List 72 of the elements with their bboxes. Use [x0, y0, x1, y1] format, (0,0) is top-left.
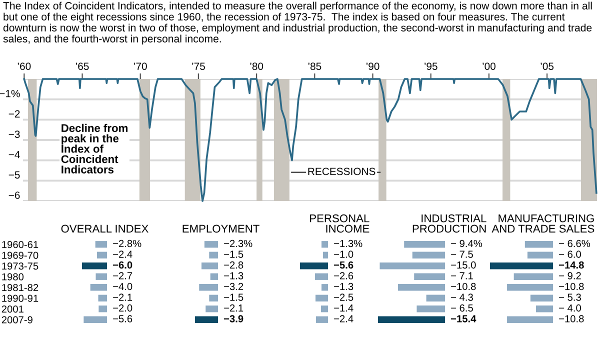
- data-label: − 6.0: [559, 250, 581, 258]
- x-tick-label: ’80: [250, 62, 264, 70]
- y-tick-label: −4: [8, 151, 20, 158]
- x-tick-label: ’60: [18, 62, 31, 70]
- y-tick-label: −2: [8, 110, 20, 118]
- x-tick-label: ’65: [76, 62, 89, 70]
- y-tick-label: 1981-82: [2, 284, 38, 292]
- data-label: −14.8: [558, 261, 584, 269]
- x-tick-label: ’00: [482, 62, 496, 70]
- data-label: −2.6: [334, 272, 354, 280]
- data-label: −1.5: [224, 294, 244, 301]
- data-label: −3.2: [224, 282, 244, 290]
- data-label: −2.0: [113, 304, 132, 312]
- data-label: −2.7: [113, 272, 132, 280]
- data-label: − 7.1: [451, 272, 473, 280]
- x-tick-label: ’75: [192, 62, 205, 70]
- data-label: − 9.4%: [451, 240, 482, 248]
- x-tick-label: ’90: [366, 62, 380, 70]
- x-tick-label: ’95: [424, 62, 438, 70]
- y-tick-label: 2001: [2, 305, 24, 313]
- y-tick-label: 1973-75: [2, 262, 38, 270]
- data-label: −10.8: [451, 282, 476, 290]
- data-label: −15.4: [450, 315, 476, 322]
- data-label: −2.1: [113, 294, 132, 301]
- data-label: −1.3: [224, 272, 244, 280]
- y-tick-label: 1960-61: [2, 240, 38, 248]
- x-tick-label: ’70: [134, 62, 147, 70]
- data-label: −2.8: [224, 261, 244, 269]
- x-tick-label: ’85: [308, 62, 322, 70]
- chart-title: EMPLOYMENT: [182, 224, 260, 233]
- x-tick-label: ’05: [540, 62, 554, 70]
- data-label: −2.4: [113, 250, 132, 258]
- chart-title: INDUSTRIAL PRODUCTION: [412, 214, 486, 233]
- annotation: Decline from peak in the Index of Coincident Indicators: [61, 124, 128, 174]
- chart-title: PERSONAL INCOME: [310, 214, 370, 233]
- data-label: − 9.2: [559, 272, 581, 280]
- data-label: −1.3: [334, 282, 354, 290]
- y-tick-label: −6: [8, 192, 20, 199]
- data-label: −1.0: [334, 250, 354, 258]
- data-label: − 4.3: [451, 294, 473, 301]
- data-label: −2.4: [334, 315, 354, 322]
- chart-title: The Index of Coincident Indicators, intended to measure the overall performance of the economy, is now down more than in all but one of the eight recessions since 1960, the recession of 1973-75. The index is based on four measures. The current downturn is now the worst in two of those, employment and industrial production, the second-worst in manufacturing and trade sales, and the fourth-worst in personal income.: [3, 2, 592, 45]
- data-label: −2.1: [224, 304, 244, 312]
- data-label: −3.9: [224, 315, 244, 322]
- chart-title: OVERALL INDEX: [61, 224, 148, 233]
- data-label: −15.0: [451, 261, 476, 269]
- data-label: −5.6: [334, 261, 354, 269]
- data-label: −6.0: [112, 261, 132, 269]
- y-tick-label: −5: [8, 171, 20, 179]
- y-tick-label: 1980: [2, 273, 24, 280]
- data-label: −4.0: [113, 282, 132, 290]
- data-label: −1.5: [224, 250, 244, 258]
- data-label: −1.3%: [334, 240, 362, 248]
- data-label: − 6.6%: [559, 240, 590, 248]
- data-label: −2.5: [334, 294, 354, 301]
- data-label: − 4.0: [559, 304, 581, 312]
- data-label: −10.8: [559, 315, 584, 322]
- data-label: −10.8: [559, 282, 584, 290]
- y-tick-label: −1%: [0, 90, 20, 98]
- chart-title: MANUFACTURING AND TRADE SALES: [492, 214, 594, 233]
- data-label: − 7.5: [451, 250, 473, 258]
- data-label: − 6.5: [451, 304, 473, 312]
- data-label: − 5.3: [559, 294, 581, 301]
- y-tick-label: 1969-70: [2, 252, 38, 259]
- data-label: −1.4: [334, 304, 354, 312]
- annotation: RECESSIONS: [308, 168, 376, 176]
- y-tick-label: −3: [8, 130, 20, 138]
- y-tick-label: 2007-9: [2, 316, 32, 324]
- data-label: −2.3%: [224, 240, 252, 248]
- y-tick-label: 1990-91: [2, 294, 38, 302]
- data-label: −2.8%: [113, 240, 142, 248]
- data-label: −5.6: [113, 315, 132, 322]
